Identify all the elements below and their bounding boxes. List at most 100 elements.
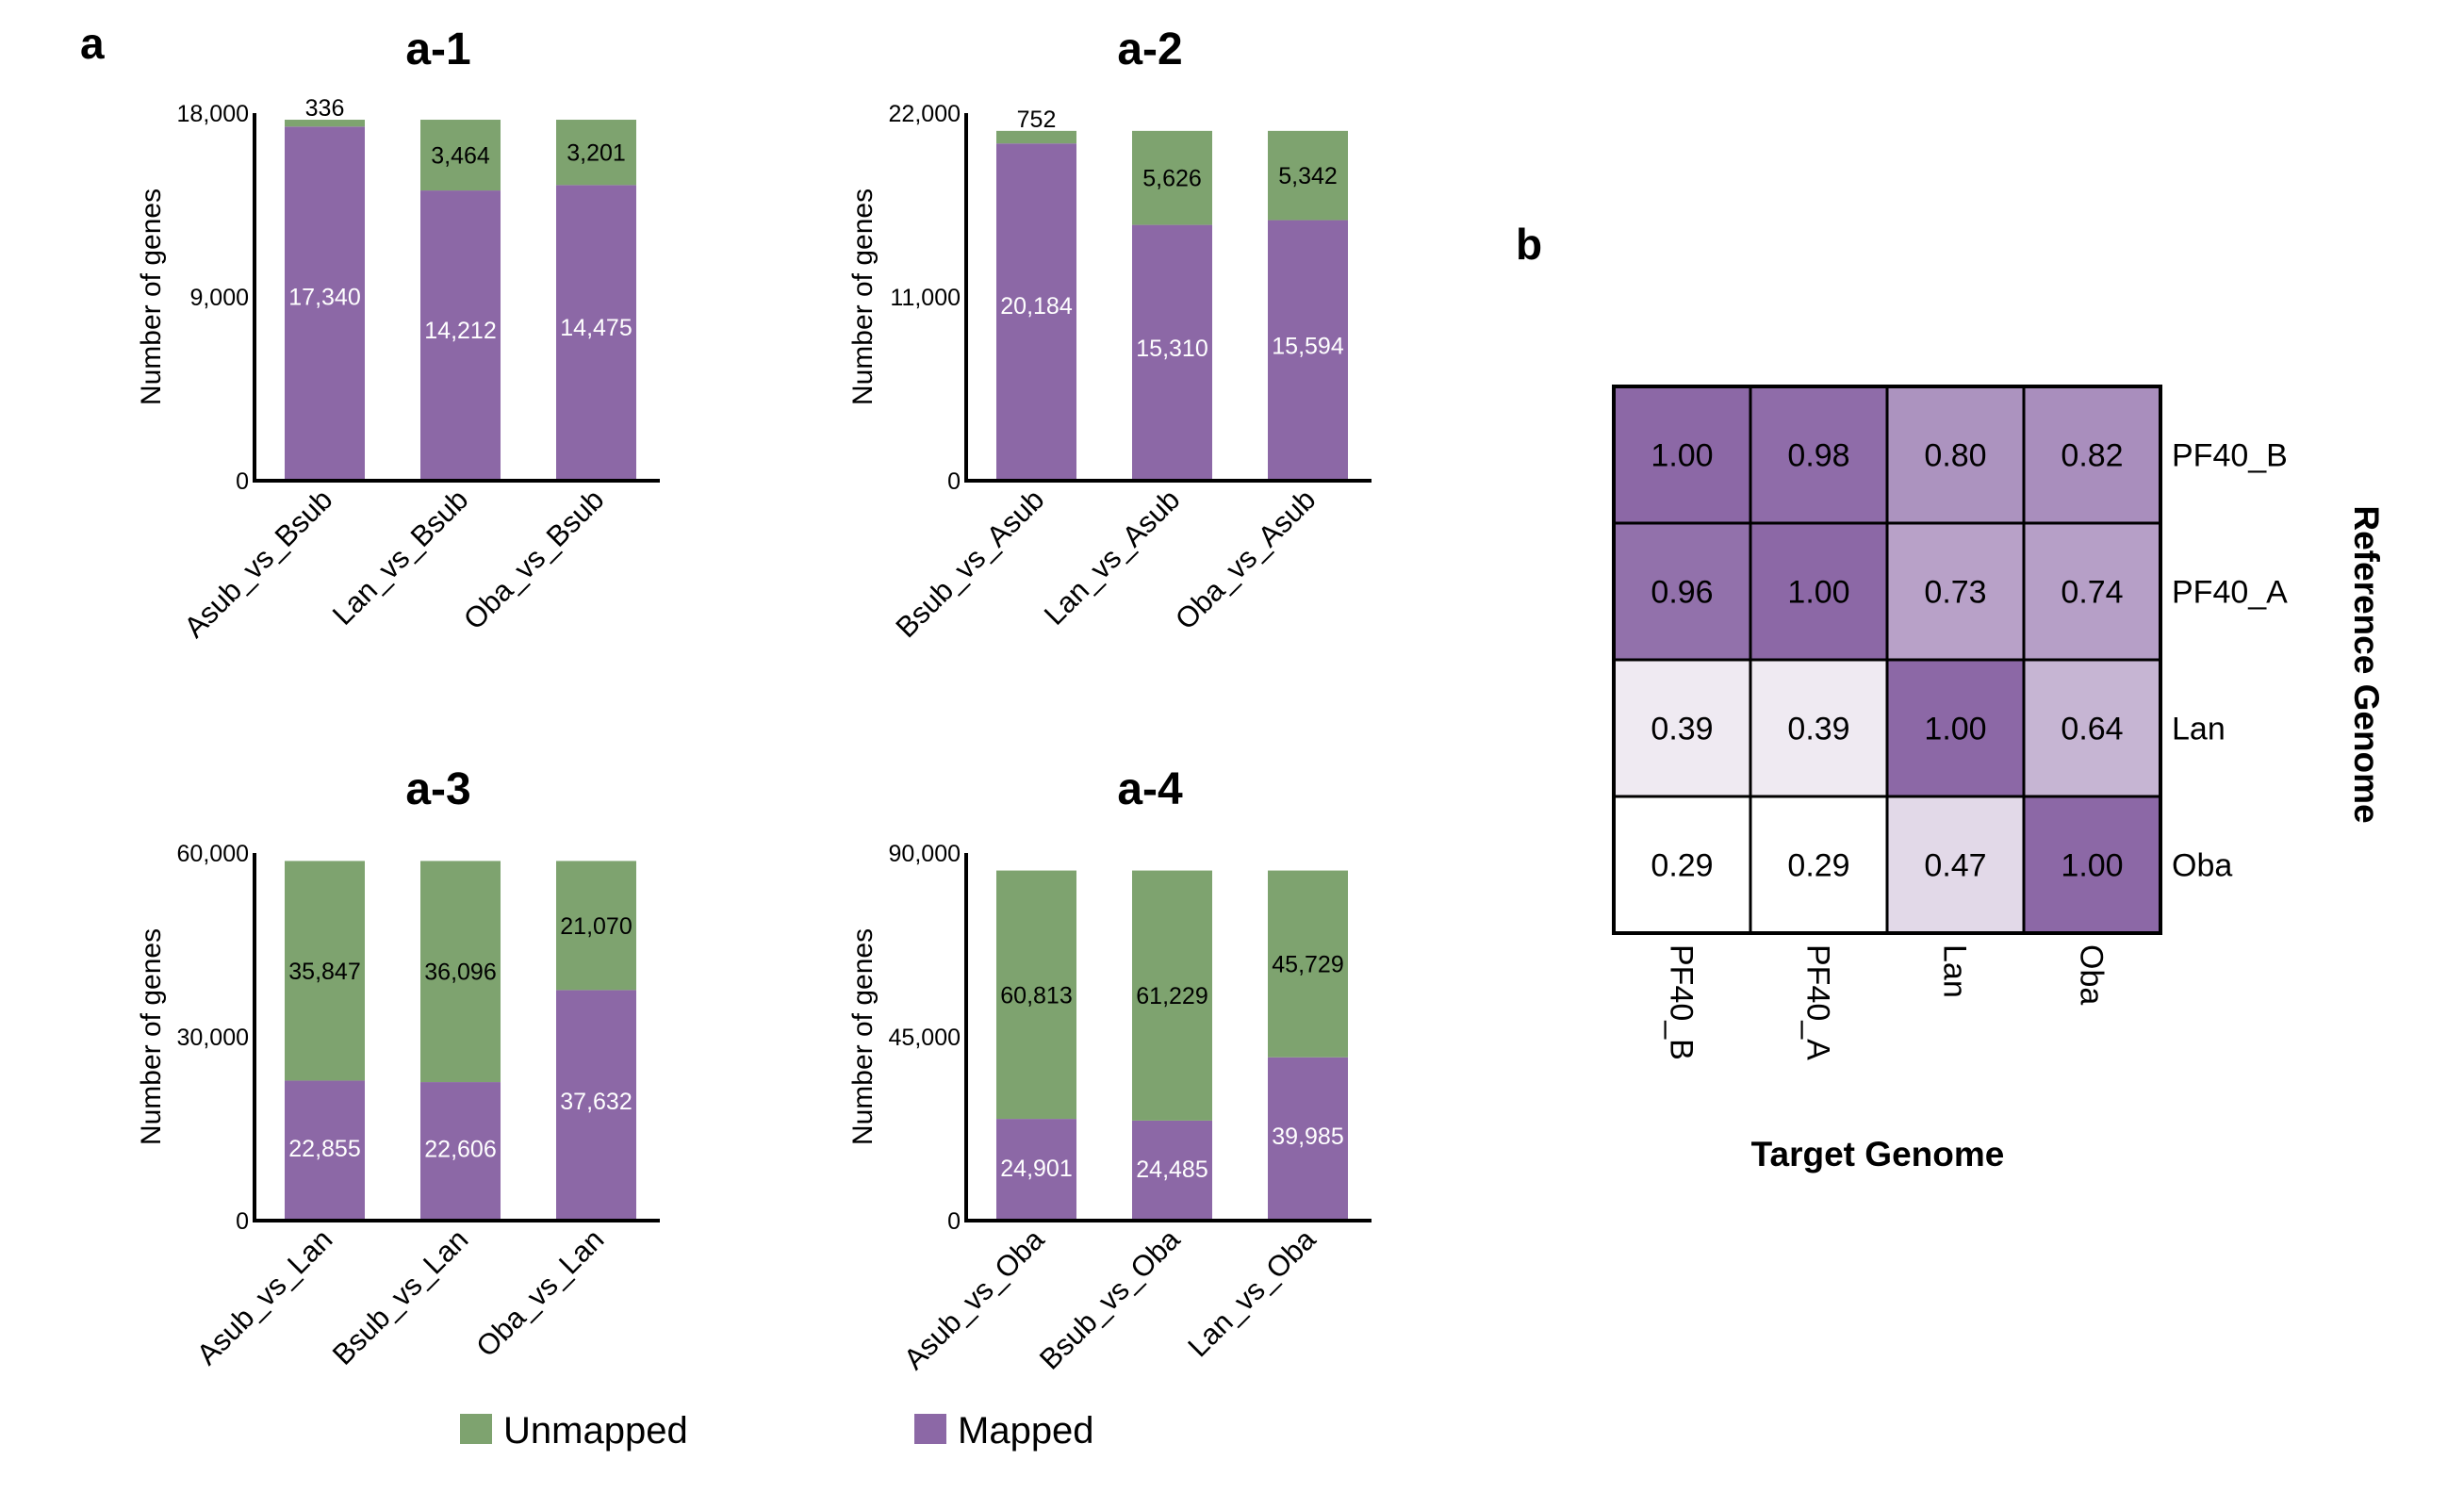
y-tick-label: 60,000 xyxy=(177,841,249,867)
bar-chart-3: a-3 Number of genes 0 30,000 60,000 22,855 35,… xyxy=(136,764,660,1371)
heatmap-row-label: PF40_A xyxy=(2172,575,2288,611)
x-tick-label: Oba_vs_Bsub xyxy=(457,483,610,635)
y-tick-label: 30,000 xyxy=(177,1025,249,1051)
x-tick-label: Bsub_vs_Asub xyxy=(889,483,1050,644)
bar-unmapped xyxy=(996,870,1076,1120)
bar-unmapped xyxy=(996,130,1076,144)
data-label-unmapped: 336 xyxy=(305,95,345,122)
y-tick-label: 45,000 xyxy=(889,1025,961,1051)
x-tick-label: Lan_vs_Bsub xyxy=(326,483,475,632)
y-axis-label: Number of genes xyxy=(847,928,879,1145)
bar-mapped xyxy=(420,190,501,481)
data-label-mapped: 24,901 xyxy=(1000,1156,1072,1182)
heatmap-cell xyxy=(1749,521,1889,662)
y-axis-label: Number of genes xyxy=(136,928,167,1145)
heatmap-cell-label: 0.39 xyxy=(1787,712,1849,747)
bar-mapped xyxy=(1268,1057,1348,1221)
bar-mapped xyxy=(285,1080,365,1221)
heatmap-cell xyxy=(2022,658,2162,798)
heatmap-cell xyxy=(1612,385,1752,525)
legend-swatch-mapped xyxy=(914,1414,946,1444)
heatmap-cell-label: 0.96 xyxy=(1651,575,1713,611)
data-label-mapped: 20,184 xyxy=(1000,293,1073,320)
panel-label-b: b xyxy=(1516,220,1542,269)
bar-mapped xyxy=(1132,1120,1212,1221)
y-axis-label: Number of genes xyxy=(136,189,167,405)
data-label-mapped: 22,855 xyxy=(288,1136,360,1162)
chart-title: a-2 xyxy=(1117,25,1182,74)
bar-mapped xyxy=(1132,224,1212,481)
chart-title: a-1 xyxy=(405,25,470,74)
heatmap-cell-label: 1.00 xyxy=(1924,712,1986,747)
data-label-mapped: 15,594 xyxy=(1272,333,1344,359)
data-label-mapped: 22,606 xyxy=(424,1137,496,1163)
data-label-unmapped: 45,729 xyxy=(1272,952,1343,978)
bar-mapped xyxy=(996,1119,1076,1221)
data-label-mapped: 14,212 xyxy=(424,318,496,344)
x-tick-label: Asub_vs_Bsub xyxy=(177,483,338,644)
bar-mapped xyxy=(996,143,1076,481)
bar-mapped xyxy=(285,126,365,482)
y-axis-label: Number of genes xyxy=(847,189,879,405)
bar-charts: a-1 Number of genes 0 9,000 18,000 17,340 336 A… xyxy=(136,25,1372,1376)
heatmap-cell-label: 1.00 xyxy=(1787,575,1849,611)
data-label-unmapped: 36,096 xyxy=(424,960,496,986)
heatmap-cell xyxy=(2022,385,2162,525)
heatmap-cell xyxy=(2022,521,2162,662)
x-tick-label: Oba_vs_Asub xyxy=(1169,483,1322,635)
data-label-unmapped: 21,070 xyxy=(560,913,632,940)
y-tick-label: 90,000 xyxy=(889,841,961,867)
legend-label-unmapped: Unmapped xyxy=(503,1410,688,1452)
bar-unmapped xyxy=(556,861,636,991)
heatmap-col-label: PF40_B xyxy=(1664,944,1700,1060)
bar-unmapped xyxy=(1268,870,1348,1058)
heatmap-cell xyxy=(1749,795,1889,935)
data-label-unmapped: 5,342 xyxy=(1278,163,1338,189)
bar-chart-2: a-2 Number of genes 0 11,000 22,000 20,184 752… xyxy=(847,25,1372,644)
heatmap-border xyxy=(1612,385,2162,935)
bar-mapped xyxy=(556,990,636,1221)
y-tick-label: 22,000 xyxy=(889,101,961,127)
heatmap-cell-label: 0.39 xyxy=(1651,712,1713,747)
chart-title: a-4 xyxy=(1117,764,1183,814)
heatmap-cell-label: 0.29 xyxy=(1787,848,1849,884)
bar-unmapped xyxy=(556,120,636,186)
heatmap-cell xyxy=(1612,521,1752,662)
y-tick-label: 11,000 xyxy=(890,285,961,311)
data-label-unmapped: 3,201 xyxy=(567,140,626,167)
data-label-unmapped: 3,464 xyxy=(431,143,490,170)
heatmap-col-label: PF40_A xyxy=(1800,944,1836,1060)
y-tick-label: 0 xyxy=(947,1208,961,1235)
heatmap-cell-label: 1.00 xyxy=(2061,848,2123,884)
bar-chart-1: a-1 Number of genes 0 9,000 18,000 17,340 336 A… xyxy=(136,25,660,644)
heatmap-col-label: Oba xyxy=(2074,944,2110,1005)
legend: Unmapped Mapped xyxy=(460,1410,1094,1452)
heatmap-cell-label: 0.74 xyxy=(2061,575,2123,611)
heatmap-cell-label: 0.64 xyxy=(2061,712,2123,747)
bar-mapped xyxy=(556,185,636,481)
heatmap-row-label: Lan xyxy=(2172,712,2226,747)
heatmap-cell xyxy=(1612,658,1752,798)
x-tick-label: Lan_vs_Oba xyxy=(1181,1222,1322,1364)
y-tick-label: 0 xyxy=(947,468,961,495)
data-label-unmapped: 35,847 xyxy=(288,959,360,985)
panel-label-a: a xyxy=(80,19,105,68)
heatmap-cell xyxy=(1885,521,2026,662)
bar-unmapped xyxy=(1132,870,1212,1121)
y-tick-label: 0 xyxy=(236,468,249,495)
legend-swatch-unmapped xyxy=(460,1414,492,1444)
y-tick-label: 9,000 xyxy=(189,285,249,311)
x-tick-label: Bsub_vs_Lan xyxy=(326,1222,475,1371)
bar-unmapped xyxy=(285,861,365,1081)
heatmap-row-label: PF40_B xyxy=(2172,438,2288,474)
bar-unmapped xyxy=(1132,130,1212,225)
data-label-mapped: 37,632 xyxy=(560,1089,632,1115)
heatmap-x-axis-title: Target Genome xyxy=(1751,1135,2005,1173)
heatmap-cell-label: 0.29 xyxy=(1651,848,1713,884)
data-label-unmapped: 5,626 xyxy=(1142,166,1202,192)
heatmap-cell xyxy=(1885,385,2026,525)
data-label-mapped: 39,985 xyxy=(1272,1124,1343,1150)
data-label-mapped: 17,340 xyxy=(288,285,360,311)
heatmap-cell-label: 0.73 xyxy=(1924,575,1986,611)
